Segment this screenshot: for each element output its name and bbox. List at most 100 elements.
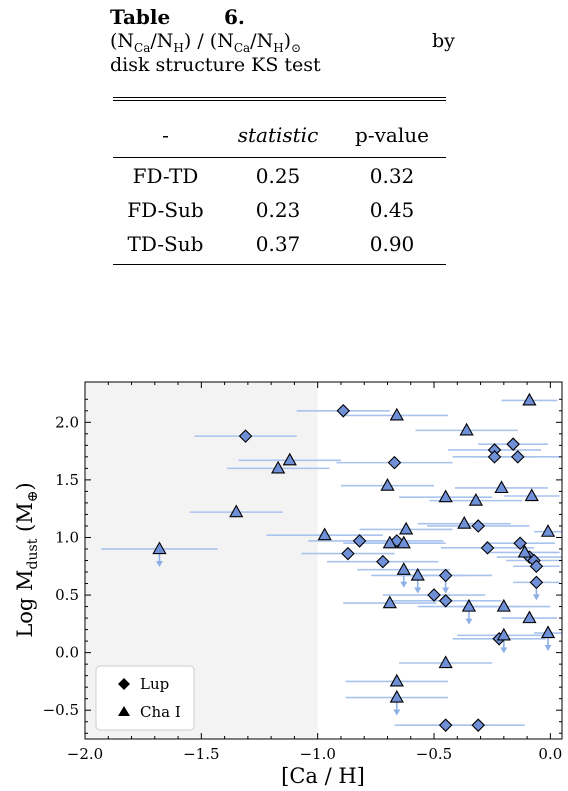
lup-point: [511, 450, 525, 464]
y-axis-label-subscript: dust: [25, 538, 41, 569]
header-statistic: statistic: [218, 97, 338, 158]
cha-i-point: [459, 422, 474, 436]
data-markers: [152, 392, 556, 732]
cha-i-point: [438, 489, 453, 503]
cha-i-point: [461, 598, 477, 612]
lup-point: [480, 541, 495, 555]
cell-statistic: 0.37: [218, 226, 338, 265]
lup-point: [487, 450, 502, 464]
cha-i-point: [496, 627, 511, 641]
cha-i-point: [152, 541, 167, 555]
x-tick-label: 0.0: [538, 745, 562, 763]
lup-point: [529, 575, 544, 590]
cha-i-point: [540, 524, 556, 537]
cell-statistic: 0.25: [255, 164, 301, 188]
x-tick-label: −1.0: [299, 745, 335, 763]
y-axis-label-unit-subscript: ⊕: [25, 491, 41, 503]
cha-i-point: [396, 535, 411, 549]
cell-statistic: 0.23: [255, 198, 301, 222]
table-row: FD-Sub 0.23 0.45: [113, 192, 446, 226]
table-row: TD-Sub 0.37 0.90: [113, 226, 446, 265]
table-caption: Table 6. (NCa/NH) / (NCa/NH)⊙ by disk st…: [110, 6, 460, 78]
lup-point: [471, 718, 486, 732]
x-axis-label: [Ca / H]: [281, 764, 365, 788]
cha-i-point: [524, 488, 539, 502]
cha-i-point: [389, 673, 404, 687]
table-number: 6.: [224, 5, 245, 29]
lup-point: [438, 594, 453, 608]
cha-i-point: [380, 478, 395, 491]
cell-pair: FD-TD: [132, 164, 199, 188]
upper-limit-arrowhead: [532, 594, 540, 601]
cha-i-point: [271, 460, 286, 474]
cell-p-value: 0.32: [369, 164, 415, 188]
lup-point: [529, 559, 544, 574]
upper-limit-arrowhead: [442, 587, 450, 594]
table-row: FD-TD 0.25 0.32: [113, 158, 446, 193]
axis-ticks: −2.0 −1.5 −1.0 −0.5 0.0 −0.5 0.0 0.5 1.0 1.5 2.0: [43, 382, 562, 763]
cell-pair: TD-Sub: [113, 226, 218, 265]
cha-i-point: [396, 562, 411, 575]
upper-limit-arrowhead: [465, 618, 473, 625]
lup-point: [238, 429, 253, 443]
table-label: Table: [110, 5, 171, 29]
cha-i-point: [389, 407, 404, 421]
cell-p-value: 0.45: [369, 198, 415, 222]
upper-limit-arrowhead: [155, 560, 163, 567]
legend-label: Lup: [140, 675, 169, 693]
y-tick-label: 1.0: [55, 528, 79, 546]
cha-i-point: [540, 625, 556, 639]
cha-i-point: [389, 689, 404, 703]
header-p-value: p-value: [338, 97, 446, 158]
cha-i-point: [468, 492, 484, 506]
cell-pair: FD-Sub: [127, 198, 204, 222]
legend: Lup Cha I: [95, 665, 195, 731]
lup-point: [471, 519, 486, 533]
upper-limit-arrowhead: [544, 645, 552, 652]
lup-point: [427, 588, 441, 602]
cha-i-point: [229, 504, 244, 518]
caption-by: by: [432, 30, 455, 52]
y-tick-label: −0.5: [43, 701, 79, 719]
cell-p-value: 0.90: [338, 226, 446, 265]
upper-limit-arrowhead: [393, 709, 401, 716]
lup-point: [336, 404, 351, 418]
x-tick-label: −0.5: [416, 745, 452, 763]
scatter-chart: −2.0 −1.5 −1.0 −0.5 0.0 −0.5 0.0 0.5 1.0 1.5 2.0 […: [13, 381, 563, 788]
y-axis-label-close: ): [13, 482, 37, 490]
upper-limit-arrowhead: [400, 581, 408, 588]
ks-test-table: - statistic p-value FD-TD 0.25 0.32 FD-S…: [113, 97, 446, 265]
y-axis-label: Log Mdust (M⊕): [13, 482, 41, 637]
header-pair: -: [113, 97, 218, 158]
cha-i-point: [496, 598, 511, 612]
cha-i-point: [457, 516, 472, 529]
y-tick-label: 0.5: [55, 586, 79, 604]
lup-point: [341, 546, 355, 561]
x-tick-label: −2.0: [67, 745, 103, 763]
cha-i-point: [517, 544, 532, 558]
caption-expression: (NCa/NH) / (NCa/NH)⊙: [110, 30, 302, 55]
lup-point: [438, 568, 453, 583]
legend-diamond-icon: [118, 678, 130, 690]
cha-i-point: [398, 521, 414, 535]
caption-description: disk structure KS test: [110, 54, 321, 76]
y-tick-label: 2.0: [55, 413, 79, 431]
cha-i-point: [317, 527, 332, 541]
upper-limit-arrowhead: [414, 587, 422, 594]
cha-i-point: [494, 480, 509, 494]
y-tick-label: 1.5: [55, 471, 79, 489]
lup-point: [376, 554, 390, 569]
y-axis-label-units: (M: [13, 502, 37, 538]
lup-point: [352, 534, 367, 548]
cha-i-point: [410, 567, 425, 581]
cha-i-point: [382, 535, 397, 549]
legend-label: Cha I: [140, 703, 181, 721]
y-tick-label: 0.0: [55, 644, 79, 662]
legend-triangle-icon: [118, 706, 130, 716]
lup-point: [513, 536, 527, 551]
lup-point: [387, 455, 402, 470]
cha-i-point: [382, 595, 397, 609]
upper-limit-arrowhead: [500, 647, 508, 654]
lup-point: [506, 437, 520, 451]
cha-i-point: [522, 392, 537, 406]
